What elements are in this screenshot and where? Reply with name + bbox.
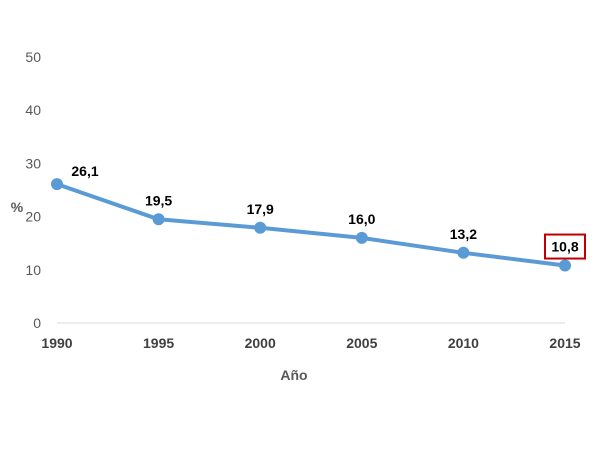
data-point — [152, 213, 165, 226]
y-tick-label: 30 — [25, 155, 41, 171]
data-label: 19,5 — [145, 192, 172, 208]
data-point — [457, 246, 470, 259]
data-label: 16,0 — [348, 211, 375, 227]
y-tick-label: 0 — [33, 315, 41, 331]
x-axis-ticks: 1990 1995 2000 2005 2010 2015 — [41, 335, 580, 351]
x-axis-title: Año — [280, 367, 307, 383]
highlight-box — [544, 233, 586, 260]
y-axis-title: % — [11, 199, 24, 215]
x-tick-label: 1995 — [143, 335, 174, 351]
x-tick-label: 2015 — [549, 335, 580, 351]
data-point — [559, 259, 571, 272]
x-tick-label: 2005 — [346, 335, 377, 351]
data-points — [51, 178, 571, 272]
y-tick-label: 20 — [25, 209, 41, 225]
data-point — [51, 178, 63, 191]
data-label: 26,1 — [71, 163, 98, 179]
x-tick-label: 2010 — [448, 335, 479, 351]
x-tick-label: 1990 — [41, 335, 72, 351]
series-line — [55, 182, 567, 268]
data-labels: 26,1 19,5 17,9 16,0 13,2 10,8 — [71, 163, 586, 260]
y-tick-label: 50 — [25, 49, 41, 65]
y-tick-label: 40 — [25, 102, 41, 118]
y-tick-label: 10 — [25, 262, 41, 278]
y-axis-ticks: 0 10 20 30 40 50 — [25, 49, 41, 331]
data-label: 17,9 — [247, 201, 274, 217]
x-tick-label: 2000 — [245, 335, 276, 351]
data-point — [355, 231, 368, 244]
data-label: 10,8 — [551, 239, 578, 255]
data-label: 13,2 — [450, 226, 477, 242]
data-point — [254, 221, 267, 234]
